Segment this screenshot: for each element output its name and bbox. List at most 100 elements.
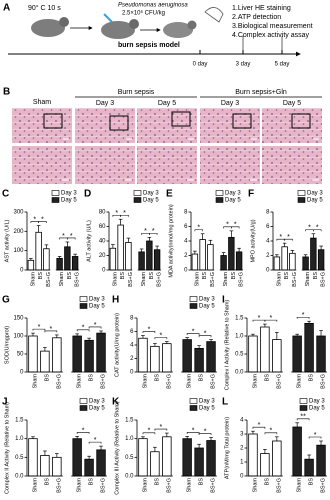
histology-images [12, 108, 322, 184]
significance-label: * [308, 225, 311, 232]
histology-image [137, 146, 197, 184]
bar [292, 335, 302, 373]
bar [220, 255, 227, 271]
panel-label: D [84, 189, 91, 200]
legend-label: Day 5 [89, 406, 105, 412]
bar [96, 449, 106, 477]
legend-swatch [79, 303, 88, 309]
bar [52, 456, 62, 477]
day-label: 0 day [193, 62, 208, 68]
bar [194, 447, 204, 477]
bar [292, 426, 302, 477]
y-tick-label: 1 [240, 460, 244, 466]
x-tick-label: BS [67, 272, 73, 280]
x-tick-label: BS+G [100, 374, 106, 389]
y-axis-title: Complex I Activity (Relative to Sham) [224, 300, 230, 391]
legend-label: Day 3 [307, 191, 323, 197]
significance-label: * [50, 326, 53, 333]
significance-bracket [296, 418, 310, 421]
x-tick-label: BS+G [292, 272, 298, 287]
y-axis-title: MPO activity(U/g) [250, 219, 256, 262]
bar [248, 335, 258, 373]
histology-image [75, 108, 135, 143]
significance-label: ** [300, 414, 306, 421]
significance-bracket [313, 229, 322, 232]
significance-bracket [154, 428, 168, 431]
panel-label: J [2, 397, 8, 408]
syringe [103, 13, 113, 23]
bar [304, 458, 314, 477]
bar [317, 249, 325, 271]
panel-label: F [248, 189, 254, 200]
y-tick-label: 1.0 [235, 334, 244, 340]
x-tick-label: BS+G [46, 272, 52, 287]
x-tick-label: BS [38, 272, 44, 280]
bar [281, 246, 288, 271]
significance-label: * [148, 326, 151, 333]
panel-label: A [3, 3, 10, 14]
day-label: Day 3 [221, 100, 239, 107]
panel-label: L [222, 397, 228, 408]
significance-bracket [120, 214, 129, 217]
significance-label: * [270, 315, 273, 322]
bar [316, 444, 326, 477]
y-tick-label: 0 [266, 268, 270, 274]
legend-label: Day 5 [61, 198, 77, 204]
y-tick-label: 8 [130, 316, 134, 322]
legend-swatch [215, 197, 224, 203]
panel-label: B [3, 87, 10, 98]
connector [242, 36, 283, 50]
significance-label: * [148, 428, 151, 435]
y-tick-label: 0 [184, 268, 188, 274]
y-axis-title: ALT activity (U/L) [86, 220, 92, 262]
significance-label: * [258, 315, 261, 322]
y-tick-label: 1.5 [15, 418, 24, 424]
x-tick-label: BS [313, 272, 319, 280]
legend-label: Day 5 [89, 304, 105, 310]
y-tick-label: 8 [266, 210, 270, 216]
bar [235, 251, 243, 271]
legend-label: Day 5 [199, 304, 215, 310]
x-tick-label: BS+G [56, 478, 62, 493]
scale-bar [62, 138, 319, 181]
x-tick-label: Sham [252, 374, 258, 389]
significance-label: * [270, 428, 273, 435]
y-tick-label: 4 [130, 343, 134, 349]
x-tick-label: Sham [112, 272, 118, 287]
zoom-box [291, 113, 311, 129]
legend-swatch [299, 405, 308, 411]
bar [316, 335, 326, 373]
mouse-head [59, 17, 69, 27]
x-tick-label: Sham [142, 478, 148, 493]
x-tick-label: BS [199, 478, 205, 486]
bar [40, 455, 50, 477]
bar [125, 242, 132, 271]
significance-bracket [264, 432, 278, 435]
x-tick-label: BS [89, 478, 95, 486]
x-tick-label: BS+G [166, 374, 172, 389]
y-tick-label: 2 [240, 446, 244, 452]
significance-bracket [32, 328, 46, 331]
x-tick-label: BS [264, 374, 270, 382]
bar [228, 236, 235, 271]
significance-label: * [62, 233, 65, 240]
significance-bracket [194, 229, 203, 232]
bar [72, 335, 82, 373]
bar [138, 251, 145, 271]
day-label: 3 day [236, 62, 251, 68]
y-tick-label: 4 [184, 239, 188, 245]
y-tick-label: 2 [130, 356, 134, 362]
significance-label: * [70, 233, 73, 240]
significance-label: * [94, 437, 97, 444]
significance-bracket [142, 331, 156, 334]
panel-label: C [2, 189, 9, 200]
significance-bracket [284, 238, 293, 241]
x-tick-label: Sham [30, 272, 36, 287]
legend-label: Day 3 [199, 399, 215, 405]
histology-image [12, 108, 72, 143]
y-tick-label: 0.5 [125, 455, 134, 461]
assay-text: 1.Liver HE staining [232, 5, 291, 12]
legend-label: Day 3 [225, 191, 241, 197]
chart: G SOD(U/mgprot) 0 50 100 150 Sham BS BS+G Sham BS B… [2, 295, 107, 389]
